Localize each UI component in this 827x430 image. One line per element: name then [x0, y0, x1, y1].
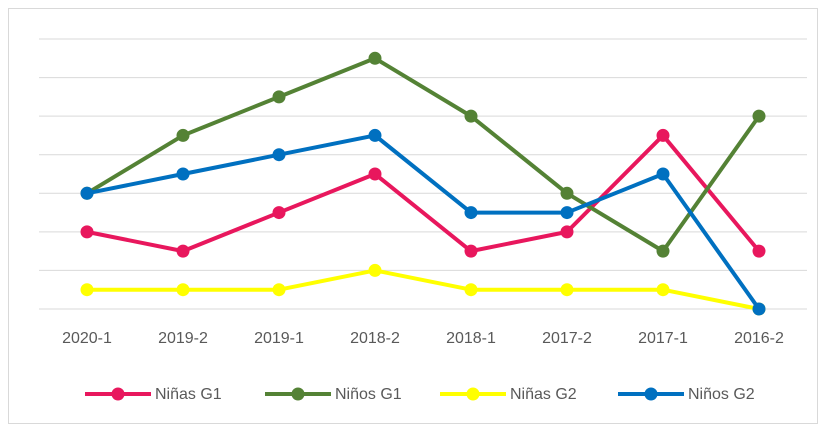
data-point: [176, 128, 190, 142]
data-point: [656, 244, 670, 258]
data-point: [560, 225, 574, 239]
data-point: [80, 283, 94, 297]
legend-label: Niñas G2: [510, 386, 577, 403]
data-point: [656, 283, 670, 297]
x-tick-label: 2018-2: [350, 330, 400, 347]
legend-label: Niños G2: [688, 386, 755, 403]
data-point: [560, 206, 574, 220]
data-point: [560, 186, 574, 200]
legend-marker: [644, 387, 658, 401]
data-point: [368, 128, 382, 142]
legend-marker: [466, 387, 480, 401]
x-tick-label: 2019-2: [158, 330, 208, 347]
data-point: [752, 302, 766, 316]
x-tick-label: 2017-2: [542, 330, 592, 347]
data-point: [464, 109, 478, 123]
data-point: [368, 51, 382, 65]
series-line: [86, 133, 761, 311]
data-point: [272, 206, 286, 220]
data-point: [368, 263, 382, 277]
data-point: [176, 167, 190, 181]
data-point: [176, 244, 190, 258]
x-tick-label: 2020-1: [62, 330, 112, 347]
data-point: [272, 148, 286, 162]
data-point: [176, 283, 190, 297]
data-point: [464, 206, 478, 220]
data-point: [368, 167, 382, 181]
data-point: [656, 167, 670, 181]
data-point: [560, 283, 574, 297]
legend-label: Niños G1: [335, 386, 402, 403]
data-point: [272, 283, 286, 297]
data-point: [656, 128, 670, 142]
series-line: [85, 56, 761, 254]
legend-label: Niñas G1: [155, 386, 222, 403]
x-tick-label: 2019-1: [254, 330, 304, 347]
series-line: [86, 133, 761, 254]
data-point: [464, 244, 478, 258]
data-point: [80, 225, 94, 239]
data-point: [752, 109, 766, 123]
chart-border: [8, 8, 818, 424]
data-point: [272, 90, 286, 104]
data-point: [752, 244, 766, 258]
x-tick-label: 2016-2: [734, 330, 784, 347]
series-line: [87, 268, 760, 311]
data-point: [80, 186, 94, 200]
x-tick-label: 2017-1: [638, 330, 688, 347]
legend-marker: [291, 387, 305, 401]
x-tick-label: 2018-1: [446, 330, 496, 347]
legend-marker: [111, 387, 125, 401]
data-point: [464, 283, 478, 297]
